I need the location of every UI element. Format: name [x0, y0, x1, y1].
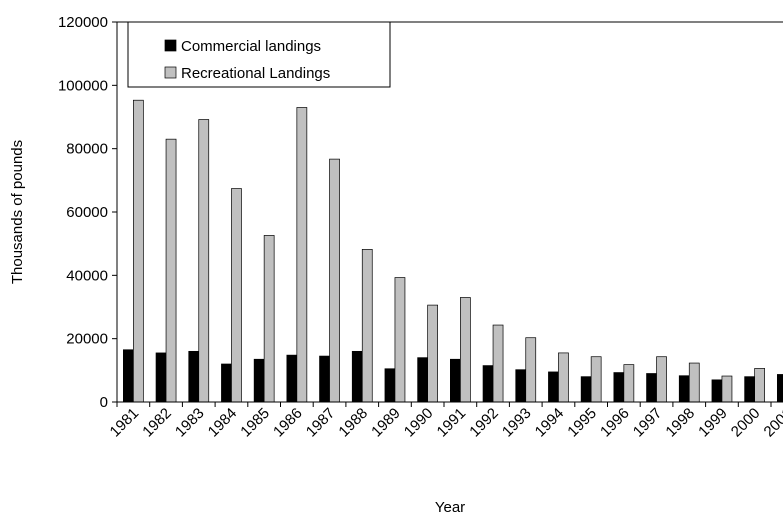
x-tick-label: 1994 [532, 405, 568, 441]
x-tick-label: 1987 [303, 405, 339, 441]
x-tick-label: 1988 [335, 405, 371, 441]
x-tick-label: 1985 [237, 405, 273, 441]
bar [329, 158, 340, 403]
bar [711, 379, 723, 403]
bar [133, 99, 144, 403]
x-tick-label: 1989 [368, 405, 404, 441]
x-tick-label: 1984 [205, 405, 241, 441]
x-axis-label: Year [435, 499, 465, 516]
y-tick-label: 120000 [58, 14, 108, 31]
bar [188, 350, 200, 403]
bar [231, 188, 242, 403]
bar [319, 355, 330, 403]
bar [394, 277, 406, 403]
bar [253, 358, 265, 403]
bar [417, 357, 428, 403]
bar [721, 375, 733, 403]
bar [656, 356, 667, 403]
bar [623, 364, 635, 403]
bar [646, 373, 657, 403]
bar [744, 376, 756, 403]
x-tick-label: 1995 [564, 405, 600, 441]
bar [165, 138, 177, 403]
x-tick-label: 1997 [630, 405, 666, 441]
x-tick-label: 1981 [107, 405, 143, 441]
x-tick-label: 1986 [270, 405, 306, 441]
bar [525, 337, 537, 403]
bar [198, 119, 210, 403]
bar [263, 235, 275, 403]
bar [155, 352, 167, 403]
x-tick-label: 1992 [466, 405, 502, 441]
bar [221, 363, 232, 403]
x-tick-label: 1996 [597, 405, 633, 441]
x-tick-label: 1999 [695, 405, 731, 441]
legend-label: Recreational Landings [181, 65, 330, 82]
bar [613, 372, 625, 403]
bar [515, 369, 527, 403]
bar [558, 352, 569, 403]
bar [384, 368, 396, 403]
bar [580, 376, 592, 403]
y-tick-label: 40000 [66, 267, 108, 284]
x-tick-label: 1983 [172, 405, 208, 441]
legend-swatch [164, 39, 177, 52]
legend-label: Commercial landings [181, 38, 321, 55]
y-tick-label: 80000 [66, 141, 108, 158]
y-tick-label: 0 [100, 394, 108, 411]
bar [122, 349, 134, 403]
bar [361, 249, 373, 403]
x-tick-label: 1998 [662, 405, 698, 441]
x-tick-label: 1982 [139, 405, 175, 441]
x-tick-label: 2001 [761, 405, 783, 441]
bar [678, 375, 690, 403]
y-tick-label: 100000 [58, 77, 108, 94]
bar [492, 324, 504, 403]
bar [548, 371, 559, 403]
bar [460, 297, 471, 403]
y-axis-label: Thousands of pounds [9, 140, 26, 284]
bar [427, 304, 438, 403]
bar [296, 107, 308, 403]
x-tick-label: 1990 [401, 405, 437, 441]
bar [482, 365, 494, 403]
y-tick-label: 60000 [66, 204, 108, 221]
bar [590, 356, 602, 403]
bar [286, 354, 298, 403]
bar [450, 358, 461, 403]
legend-swatch [164, 66, 177, 79]
bar [351, 350, 363, 403]
bar [688, 362, 700, 403]
y-tick-label: 20000 [66, 331, 108, 348]
x-tick-label: 1991 [434, 405, 470, 441]
x-tick-label: 1993 [499, 405, 535, 441]
bar [776, 374, 783, 403]
x-tick-label: 2000 [728, 405, 764, 441]
bar [754, 368, 766, 403]
